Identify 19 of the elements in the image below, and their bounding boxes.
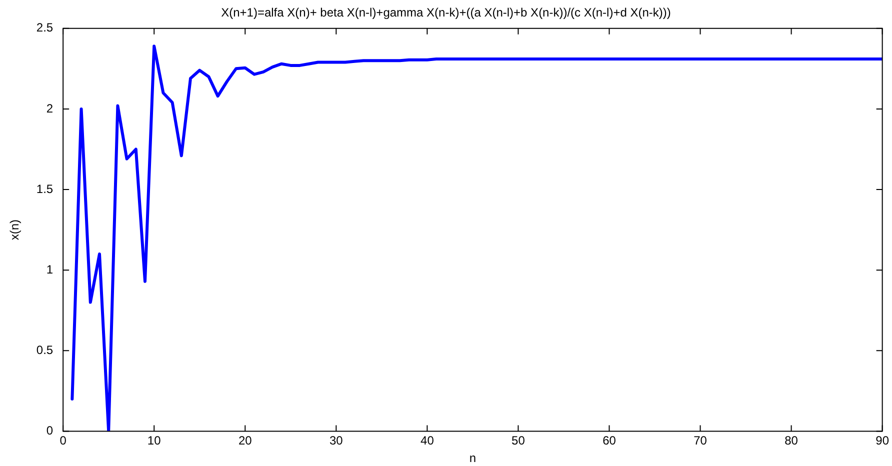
y-axis-title: x(n) bbox=[8, 219, 22, 240]
x-tick-label: 30 bbox=[329, 434, 344, 448]
x-tick-label: 40 bbox=[420, 434, 434, 448]
x-tick-label: 20 bbox=[238, 434, 252, 448]
y-tick-label: 0 bbox=[46, 424, 54, 438]
x-tick-label: 90 bbox=[876, 434, 890, 448]
y-tick-label: 1 bbox=[46, 262, 54, 276]
y-tick-label: 2 bbox=[46, 101, 54, 116]
x-axis-title: n bbox=[469, 451, 476, 466]
x-tick-label: 60 bbox=[602, 434, 616, 448]
y-tick-label: 1.5 bbox=[36, 182, 54, 196]
x-tick-label: 70 bbox=[694, 434, 708, 448]
x-tick-label: 0 bbox=[60, 434, 67, 448]
chart-title: X(n+1)=alfa X(n)+ beta X(n-l)+gamma X(n-k)+((a X(n-l)+b X(n-k))/(c X(n-l)+d X(n-k))) bbox=[221, 6, 671, 20]
y-tick-label: 2.5 bbox=[36, 20, 54, 35]
y-tick-label: 0.5 bbox=[36, 342, 54, 357]
x-tick-label: 10 bbox=[147, 434, 162, 448]
x-tick-label: 80 bbox=[784, 434, 798, 448]
x-tick-label: 50 bbox=[512, 434, 526, 448]
